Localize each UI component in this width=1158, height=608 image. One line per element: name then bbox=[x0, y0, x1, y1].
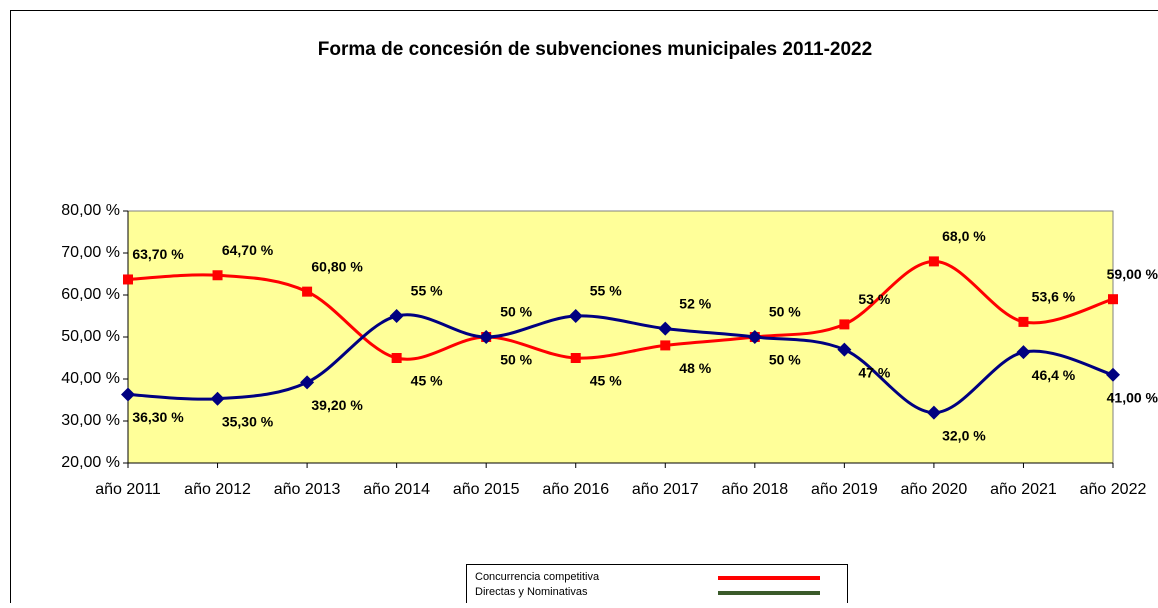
legend-label: Directas y Nominativas bbox=[475, 586, 588, 598]
x-tick-label: año 2011 bbox=[95, 481, 161, 498]
data-label: 55 % bbox=[590, 283, 622, 299]
marker bbox=[302, 287, 312, 297]
data-label: 68,0 % bbox=[942, 228, 986, 244]
data-label: 50 % bbox=[500, 352, 532, 368]
x-tick-label: año 2019 bbox=[811, 481, 878, 498]
marker bbox=[839, 319, 849, 329]
y-tick-label: 60,00 % bbox=[61, 286, 120, 303]
legend-label: Concurrencia competitiva bbox=[475, 571, 600, 583]
y-tick-label: 80,00 % bbox=[61, 202, 120, 219]
data-label: 63,70 % bbox=[132, 246, 184, 262]
y-tick-label: 50,00 % bbox=[61, 328, 120, 345]
data-label: 39,20 % bbox=[311, 397, 363, 413]
x-tick-label: año 2017 bbox=[632, 481, 699, 498]
data-label: 47 % bbox=[858, 364, 890, 380]
marker bbox=[929, 256, 939, 266]
data-label: 64,70 % bbox=[222, 242, 274, 258]
data-label: 50 % bbox=[769, 352, 801, 368]
y-tick-label: 30,00 % bbox=[61, 412, 120, 429]
x-tick-label: año 2012 bbox=[184, 481, 251, 498]
marker bbox=[571, 353, 581, 363]
data-label: 45 % bbox=[411, 373, 443, 389]
data-label: 53,6 % bbox=[1032, 289, 1076, 305]
x-tick-label: año 2016 bbox=[542, 481, 609, 498]
y-tick-label: 40,00 % bbox=[61, 370, 120, 387]
x-tick-label: año 2020 bbox=[901, 481, 968, 498]
data-label: 32,0 % bbox=[942, 427, 986, 443]
x-tick-label: año 2013 bbox=[274, 481, 341, 498]
data-label: 55 % bbox=[411, 283, 443, 299]
x-tick-label: año 2022 bbox=[1080, 481, 1147, 498]
marker bbox=[392, 353, 402, 363]
data-label: 36,30 % bbox=[132, 409, 184, 425]
data-label: 45 % bbox=[590, 373, 622, 389]
marker bbox=[1108, 294, 1118, 304]
x-tick-label: año 2018 bbox=[721, 481, 788, 498]
data-label: 53 % bbox=[858, 291, 890, 307]
marker bbox=[1018, 317, 1028, 327]
y-tick-label: 70,00 % bbox=[61, 244, 120, 261]
data-label: 50 % bbox=[769, 304, 801, 320]
marker bbox=[123, 274, 133, 284]
data-label: 35,30 % bbox=[222, 413, 274, 429]
chart-title: Forma de concesión de subvenciones munic… bbox=[318, 39, 872, 60]
x-tick-label: año 2015 bbox=[453, 481, 520, 498]
x-tick-label: año 2021 bbox=[990, 481, 1057, 498]
data-label: 52 % bbox=[679, 295, 711, 311]
data-label: 46,4 % bbox=[1032, 367, 1076, 383]
marker bbox=[660, 340, 670, 350]
marker bbox=[213, 270, 223, 280]
data-label: 50 % bbox=[500, 304, 532, 320]
plot-area bbox=[128, 211, 1113, 463]
data-label: 60,80 % bbox=[311, 258, 363, 274]
data-label: 59,00 % bbox=[1107, 266, 1158, 282]
y-tick-label: 20,00 % bbox=[61, 454, 120, 471]
data-label: 48 % bbox=[679, 360, 711, 376]
data-label: 41,00 % bbox=[1107, 390, 1158, 406]
x-tick-label: año 2014 bbox=[363, 481, 430, 498]
